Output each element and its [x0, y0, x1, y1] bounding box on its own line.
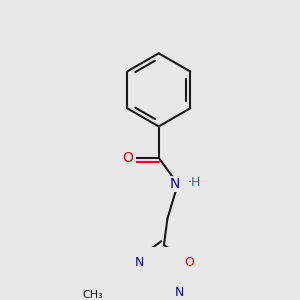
Text: CH₃: CH₃ — [82, 290, 103, 300]
FancyBboxPatch shape — [167, 176, 189, 192]
Text: O: O — [184, 256, 194, 269]
FancyBboxPatch shape — [82, 288, 103, 300]
FancyBboxPatch shape — [181, 256, 197, 270]
Text: N: N — [134, 256, 144, 269]
FancyBboxPatch shape — [132, 256, 146, 270]
Text: N: N — [170, 177, 180, 191]
Text: O: O — [122, 151, 133, 165]
FancyBboxPatch shape — [118, 150, 136, 166]
Text: N: N — [175, 286, 184, 298]
FancyBboxPatch shape — [172, 285, 187, 299]
Text: ·H: ·H — [188, 176, 201, 189]
